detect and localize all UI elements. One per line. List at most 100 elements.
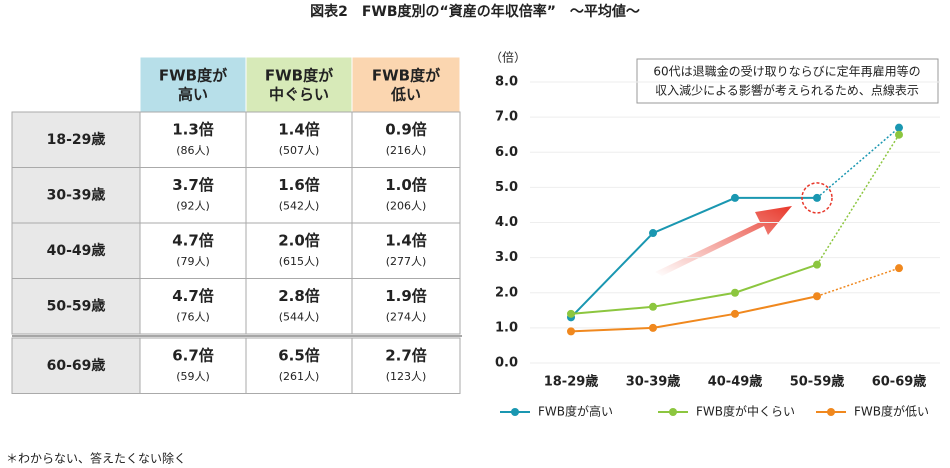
cell-count: (261人) [279, 370, 320, 383]
point [813, 193, 821, 202]
cell-count: (59人) [176, 370, 210, 383]
point [649, 323, 657, 332]
series-line-dotted [816, 127, 900, 199]
trend-arrow [655, 206, 792, 276]
header-text: 中ぐらい [269, 86, 329, 104]
row-label: 18-29歳 [47, 131, 106, 148]
cell-count: (79人) [176, 255, 210, 268]
series-line [570, 196, 817, 319]
point [895, 130, 903, 139]
row-label: 40-49歳 [47, 242, 106, 259]
y-tick-label: 2.0 [495, 285, 518, 300]
point [567, 309, 575, 318]
header-text: FWB度が [265, 67, 334, 85]
cell-value: 2.7倍 [385, 347, 427, 365]
cell [139, 337, 247, 394]
point [731, 288, 739, 297]
point [649, 229, 657, 238]
point [813, 260, 821, 269]
cell-value: 1.4倍 [385, 232, 427, 250]
y-tick-label: 8.0 [495, 75, 518, 90]
header-cell [139, 56, 247, 113]
y-tick-label: 3.0 [495, 250, 518, 265]
row-label-cell [11, 111, 141, 168]
y-tick-label: 4.0 [495, 215, 518, 230]
point [567, 327, 575, 336]
x-tick-label: 18-29歳 [544, 374, 599, 390]
cell-count: (123人) [386, 370, 427, 383]
cell [245, 222, 353, 279]
x-tick-label: 40-49歳 [708, 374, 763, 390]
cell-count: (206人) [386, 200, 427, 213]
header-text: 低い [390, 86, 421, 104]
cell-count: (92人) [176, 200, 210, 213]
cell-value: 4.7倍 [172, 232, 214, 250]
cell-count: (544人) [279, 311, 320, 324]
legend-label: FWB度が中くらい [696, 404, 795, 419]
cell-value: 2.0倍 [278, 232, 320, 250]
cell-value: 1.9倍 [385, 287, 427, 305]
row-label: 50-59歳 [47, 297, 106, 314]
point [649, 302, 657, 311]
cell-value: 1.3倍 [172, 121, 214, 139]
highlight-circle [801, 182, 833, 214]
cell-count: (216人) [386, 144, 427, 157]
point [895, 264, 903, 273]
point [731, 309, 739, 318]
annotation-box [636, 58, 939, 104]
legend-label: FWB度が低い [854, 404, 929, 419]
note: ＊わからない、答えたくない除く [6, 451, 186, 466]
cell [245, 337, 353, 394]
legend-marker [511, 408, 519, 416]
cell [351, 222, 461, 279]
cell [351, 278, 461, 335]
cell [351, 337, 461, 394]
row-label-cell [11, 167, 141, 224]
cell-count: (615人) [279, 255, 320, 268]
series-line-dotted [816, 267, 900, 297]
y-tick-label: 7.0 [495, 110, 518, 125]
row-label-cell [11, 337, 141, 394]
point [731, 193, 739, 202]
cell [245, 111, 353, 168]
cell-value: 1.4倍 [278, 121, 320, 139]
cell-value: 1.0倍 [385, 176, 427, 194]
header-cell [351, 56, 461, 113]
cell-count: (542人) [279, 200, 320, 213]
cell-value: 6.5倍 [278, 347, 320, 365]
header-text: FWB度が [372, 67, 441, 85]
legend-marker [669, 408, 677, 416]
header-text: 高い [178, 86, 208, 104]
legend-marker [827, 408, 835, 416]
cell [245, 278, 353, 335]
annotation: 60代は退職金の受け取りならびに定年再雇用等の [653, 64, 920, 79]
header-cell [245, 56, 353, 113]
row-label-cell [11, 222, 141, 279]
series-line [570, 263, 818, 315]
legend-label: FWB度が高い [538, 404, 613, 419]
series-line-dotted [816, 134, 900, 266]
y-tick-label: 6.0 [495, 145, 518, 160]
cell-count: (86人) [176, 144, 210, 157]
y-tick-label: 1.0 [495, 320, 518, 335]
point [895, 123, 903, 132]
y-tick-label: 5.0 [495, 180, 518, 195]
y-tick-label: 0.0 [495, 356, 518, 371]
header-text: FWB度が [159, 67, 228, 85]
cell-value: 6.7倍 [172, 347, 214, 365]
title: 図表2 FWB度別の“資産の年収倍率” ～平均値～ [310, 3, 640, 20]
cell-value: 0.9倍 [385, 121, 427, 139]
row-label: 60-69歳 [47, 357, 106, 374]
cell-value: 4.7倍 [172, 287, 214, 305]
cell [351, 111, 461, 168]
annotation: 収入減少による影響が考えられるため、点線表示 [655, 83, 919, 98]
x-tick-label: 60-69歳 [872, 374, 927, 390]
cell-count: (274人) [386, 311, 427, 324]
cell [245, 167, 353, 224]
y-unit: （倍） [490, 50, 526, 65]
cell-count: (76人) [176, 311, 210, 324]
cell-count: (277人) [386, 255, 427, 268]
cell-value: 3.7倍 [172, 176, 214, 194]
cell-count: (507人) [279, 144, 320, 157]
